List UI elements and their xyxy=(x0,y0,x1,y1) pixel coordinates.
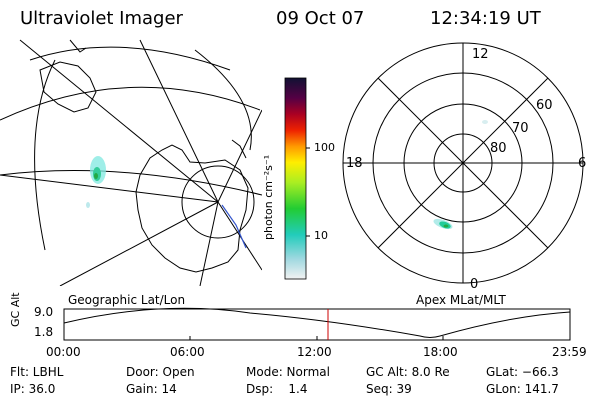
time-tick-0000: 00:00 xyxy=(46,345,81,359)
coast-fragment xyxy=(231,139,247,159)
coast-fragment xyxy=(69,39,87,53)
lon-line xyxy=(0,174,219,203)
mlt-label-0: 0 xyxy=(470,277,479,292)
lon-line xyxy=(139,39,219,203)
mlat-label-60: 60 xyxy=(536,98,553,113)
mlt-label-12: 12 xyxy=(472,47,489,62)
colorbar-tick-10: 10 xyxy=(314,229,328,242)
gain-info: Gain: 14 xyxy=(126,382,177,396)
altitude-curve xyxy=(63,307,571,338)
lat-line xyxy=(0,170,262,196)
aurora-emission-right xyxy=(433,120,488,230)
geographic-caption: Geographic Lat/Lon xyxy=(68,293,186,307)
time-label: 12:34:19 UT xyxy=(430,8,541,29)
date-label: 09 Oct 07 xyxy=(276,8,365,29)
colorbar-tick-100: 100 xyxy=(314,141,335,154)
lon-line xyxy=(59,201,219,286)
lon-line xyxy=(194,49,252,151)
aurora-emission-left xyxy=(86,156,106,208)
lat-line xyxy=(0,86,261,121)
altitude-ytick-bottom: 1.8 xyxy=(34,325,54,339)
lon-line xyxy=(217,201,262,271)
satellite-track xyxy=(221,204,247,249)
dsp-info: Dsp: 1.4 xyxy=(246,382,308,396)
gc-alt-info: GC Alt: 8.0 Re xyxy=(366,365,450,379)
time-tick-1800: 18:00 xyxy=(423,345,458,359)
app-title: Ultraviolet Imager xyxy=(20,8,183,29)
lon-line xyxy=(34,59,56,251)
lon-line xyxy=(19,39,219,203)
door-info: Door: Open xyxy=(126,365,195,379)
seq-info: Seq: 39 xyxy=(366,382,412,396)
lat-circle xyxy=(181,165,255,239)
lon-line xyxy=(217,109,262,203)
altitude-ytick-top: 9.0 xyxy=(34,305,54,319)
mlt-label-6: 6 xyxy=(578,156,587,171)
polar-diagonal xyxy=(377,77,549,249)
mlat-label-80: 80 xyxy=(490,141,507,156)
mode-info: Mode: Normal xyxy=(246,365,330,379)
filter-info: Flt: LBHL xyxy=(10,365,64,379)
lon-line xyxy=(199,201,219,286)
time-tick-0600: 06:00 xyxy=(170,345,205,359)
mlt-label-18: 18 xyxy=(346,156,363,171)
time-tick-2359: 23:59 xyxy=(552,345,587,359)
antarctica-coastline xyxy=(135,144,249,273)
australia-coastline xyxy=(39,61,97,113)
apex-caption: Apex MLat/MLT xyxy=(416,293,506,307)
glat-info: GLat: −66.3 xyxy=(486,365,559,379)
ip-info: IP: 36.0 xyxy=(10,382,56,396)
glon-info: GLon: 141.7 xyxy=(486,382,559,396)
altitude-ylabel: GC Alt xyxy=(9,292,22,327)
mlat-label-70: 70 xyxy=(512,121,529,136)
time-tick-1200: 12:00 xyxy=(297,345,332,359)
lat-line xyxy=(29,46,231,71)
